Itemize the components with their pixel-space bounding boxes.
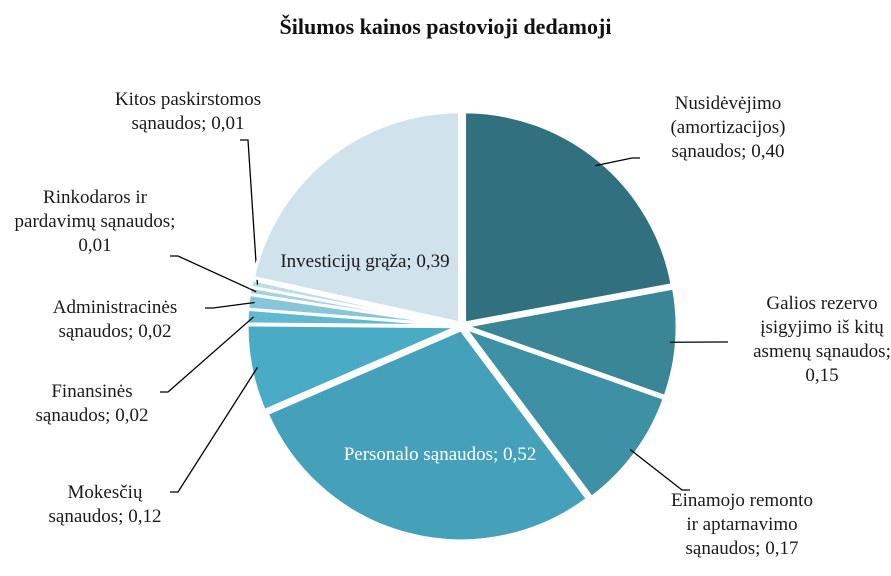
leader-line	[629, 449, 690, 491]
data-label: Finansinės sąnaudos; 0,02	[35, 381, 149, 426]
data-label: Kitos paskirstomos sąnaudos; 0,01	[114, 89, 262, 134]
leader-line	[160, 316, 254, 393]
data-label: Nusidėvėjimo (amortizacijos) sąnaudos; 0…	[670, 93, 786, 162]
chart-title: Šilumos kainos pastovioji dedamoji	[279, 14, 612, 39]
leader-line	[170, 255, 257, 293]
data-label: Mokesčių sąnaudos; 0,12	[48, 482, 162, 527]
pie-slice	[251, 110, 461, 325]
pie-slice	[248, 277, 459, 327]
pie-slice	[265, 328, 590, 543]
leader-line	[205, 301, 255, 309]
data-label: Personalo sąnaudos; 0,52	[343, 444, 537, 465]
data-label: Investicijų grąža; 0,39	[280, 251, 450, 272]
leader-line	[595, 157, 640, 167]
data-label: Einamojo remonto ir aptarnavimo sąnaudos…	[671, 490, 813, 559]
data-label: Administracinės sąnaudos; 0,02	[52, 297, 178, 342]
leader-line	[170, 367, 259, 493]
data-label: Rinkodaros ir pardavimų sąnaudos; 0,01	[14, 187, 176, 256]
leader-line	[240, 139, 259, 285]
data-label: Galios rezervo įsigyjimo iš kitų asmenų …	[753, 293, 891, 386]
pie-slice	[463, 110, 674, 325]
